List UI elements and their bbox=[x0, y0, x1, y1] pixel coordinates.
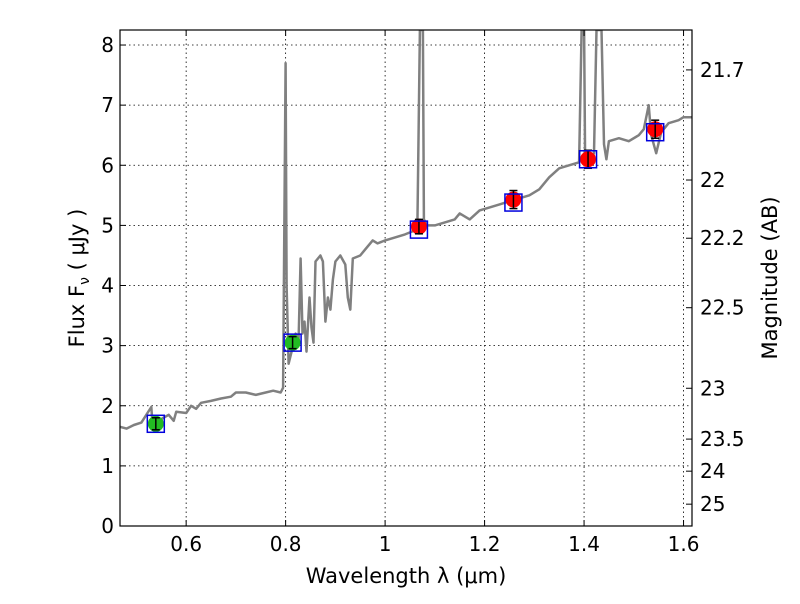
model-box bbox=[283, 333, 302, 352]
y-axis-label: Flux Fν ( μJy ) bbox=[65, 209, 93, 348]
y-axis-label-subscript: ν bbox=[77, 277, 93, 285]
mag-tick-label: 22.2 bbox=[700, 226, 745, 250]
model-box bbox=[578, 150, 598, 169]
y-tick-label: 0 bbox=[101, 514, 114, 538]
y-tick-label: 1 bbox=[101, 454, 114, 478]
model-box bbox=[645, 122, 665, 142]
y-tick-label: 2 bbox=[101, 394, 114, 418]
x-tick-label: 0.8 bbox=[270, 532, 302, 556]
x-tick-label: 1.6 bbox=[668, 532, 700, 556]
y-axis-label-units: ( μJy ) bbox=[65, 209, 89, 277]
y-tick-label: 3 bbox=[101, 334, 114, 358]
y-axis-label-flux: Flux F bbox=[65, 285, 89, 347]
grid bbox=[120, 30, 692, 527]
mag-tick-label: 24 bbox=[700, 459, 725, 483]
mag-tick-label: 22 bbox=[700, 168, 725, 192]
y-tick-label: 6 bbox=[101, 153, 114, 177]
y-tick-label: 5 bbox=[101, 213, 114, 237]
mag-tick-label: 23 bbox=[700, 376, 725, 400]
x-tick-label: 1 bbox=[379, 532, 392, 556]
mag-tick-label: 25 bbox=[700, 492, 725, 516]
x-tick-label: 0.6 bbox=[170, 532, 202, 556]
x-axis-label: Wavelength λ (μm) bbox=[306, 564, 507, 588]
model-box bbox=[409, 220, 429, 239]
x-tick-label: 1.2 bbox=[469, 532, 501, 556]
x-tick-label: 1.4 bbox=[568, 532, 600, 556]
model-box bbox=[146, 414, 166, 434]
photometry-layer bbox=[146, 119, 665, 434]
model-box bbox=[504, 193, 523, 212]
plot-frame bbox=[119, 29, 693, 527]
mag-tick-label: 21.7 bbox=[700, 58, 745, 82]
axis-ticks: 0.6 0.8 1 1.2 1.4 1.601234567821.72222.222.52… bbox=[101, 30, 745, 556]
y-tick-label: 7 bbox=[101, 93, 114, 117]
spectrum-line bbox=[120, 30, 692, 430]
y-tick-label: 8 bbox=[101, 33, 114, 57]
spectrum-layer bbox=[120, 30, 692, 430]
mag-tick-label: 22.5 bbox=[700, 296, 745, 320]
mag-tick-label: 23.5 bbox=[700, 427, 745, 451]
y-tick-label: 4 bbox=[101, 274, 114, 298]
y2-axis-label: Magnitude (AB) bbox=[758, 196, 782, 359]
